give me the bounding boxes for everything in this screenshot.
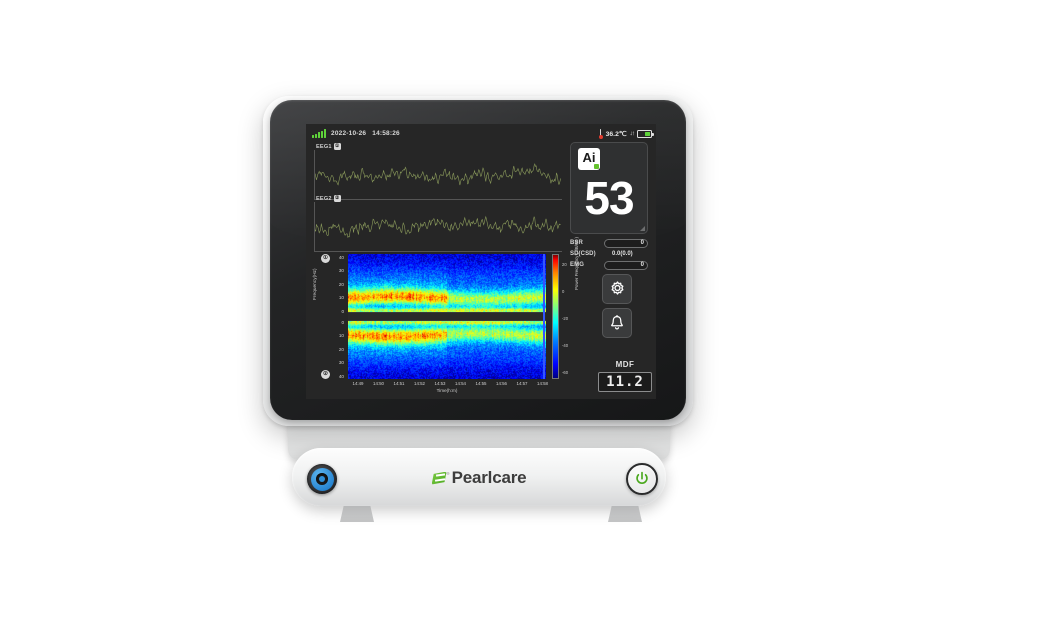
bsr-bar: 0 [604,238,648,248]
ai-badge: Ai [578,148,600,170]
colorbar-tick: -60 [562,370,569,375]
y-tick: 20 [338,281,344,287]
y-tick: 30 [338,268,344,274]
mdf-value: 11.2 [598,372,652,392]
x-tick: 14:58 [537,381,548,386]
spectrogram-plot [348,254,546,379]
emg-value: 0 [640,261,644,268]
alarm-button[interactable] [602,308,632,338]
x-tick: 14:53 [434,381,446,386]
x-tick: 14:52 [414,381,425,386]
x-tick: 14:55 [475,381,487,386]
spectrogram-channel-2 [348,321,546,379]
x-tick: 14:51 [393,381,405,386]
colorbar-tick: 0 [562,289,565,294]
device-front-panel: ® Pearlcare [292,448,666,506]
gear-icon [611,280,623,295]
registered-mark: ® [446,470,450,476]
status-bar-right: 36.2℃ ↓↑ [598,128,654,139]
emg-label: EMG [570,262,584,268]
y-tick: 40 [338,255,344,260]
colorbar-tick: -40 [562,343,569,348]
eeg1-channel-chip: ① [333,143,341,150]
parameter-row-emg: EMG 0 [570,260,648,270]
sensor-port[interactable] [307,464,337,494]
eeg2-channel-chip: ② [333,195,341,202]
status-bar: 2022-10-26 14:58:26 36.2℃ ↓↑ [312,127,654,140]
bsr-label: BSR [570,240,583,246]
settings-button[interactable] [602,274,632,304]
temperature-value: 36.2℃ [605,130,627,138]
eeg2-label: EEG2 [316,195,332,202]
up-down-arrows-icon: ↓↑ [629,130,635,137]
sdcsd-label: SD(CSD) [570,251,596,257]
spectrogram-channel-marker-1: ① [321,254,330,263]
spectrogram-panel[interactable]: Frequency(Hz) ① ② 40 30 20 10 0 0 10 20 30 40 20 0… [312,237,584,396]
card-corner-marker [640,226,645,231]
eeg1-plot-frame [314,150,562,200]
eeg2-label-group: EEG2 ② [316,195,341,202]
eeg1-trace [315,163,561,186]
eeg1-label: EEG1 [316,143,332,150]
brand-name: Pearlcare [451,468,527,487]
x-tick: 14:49 [352,381,364,386]
power-icon [636,471,648,484]
y-tick: 0 [341,308,344,314]
index-card[interactable]: Ai 53 [570,142,648,234]
leaf-logo-icon: ® [431,470,450,485]
x-tick: 14:57 [516,381,528,386]
spectrogram-divider [348,312,546,321]
y-tick: 40 [338,373,344,379]
spectrogram-x-axis-label: Time(h:m) [436,388,458,393]
x-tick: 14:50 [373,381,384,386]
device-foot-right [608,504,642,522]
ai-badge-dot [593,163,599,169]
parameter-row-sdcsd: SD(CSD) 0.0(0.0) [570,249,633,259]
mdf-label: MDF [615,360,635,369]
spectrogram-y-axis-label: Frequency(Hz) [312,268,317,300]
x-tick: 14:54 [455,381,466,386]
battery-icon [637,129,654,138]
colorbar-tick: -20 [562,316,569,321]
emg-bar: 0 [604,260,648,270]
bsr-value: 0 [640,239,644,246]
spectrogram-cursor [543,254,545,379]
spectrogram-channel-marker-2: ② [321,370,330,379]
signal-bars-icon [312,129,326,138]
status-time: 14:58:26 [372,130,400,137]
sdcsd-value: 0.0(0.0) [612,251,633,257]
y-tick: 20 [338,346,344,352]
power-button[interactable] [626,463,658,495]
eeg1-label-group: EEG1 ① [316,143,341,150]
y-tick: 30 [338,360,344,366]
monitor-screen[interactable]: 2022-10-26 14:58:26 36.2℃ ↓↑ EEG1 ① EEG2… [306,124,656,399]
thermometer-icon [598,128,603,139]
status-date: 2022-10-26 [331,130,367,137]
colorbar-label: Power Frequency ( dB/Hz ) [574,237,579,290]
y-tick: 10 [338,295,344,301]
colorbar [552,254,559,379]
ai-index-value: 53 [584,172,634,224]
parameter-row-bsr: BSR 0 [570,238,648,248]
x-tick: 14:56 [496,381,507,386]
brand: ® Pearlcare [292,468,666,488]
eeg-waveform-panel: EEG1 ① EEG2 ② [314,142,562,252]
colorbar-tick: 20 [562,262,567,267]
bell-icon [611,315,623,330]
y-tick: 10 [338,333,344,339]
y-tick: 0 [341,320,344,325]
device-foot-left [340,504,374,522]
ai-badge-text: Ai [582,150,596,165]
eeg2-plot-frame [314,202,562,252]
spectrogram-channel-1 [348,254,546,312]
eeg2-trace [315,215,561,238]
